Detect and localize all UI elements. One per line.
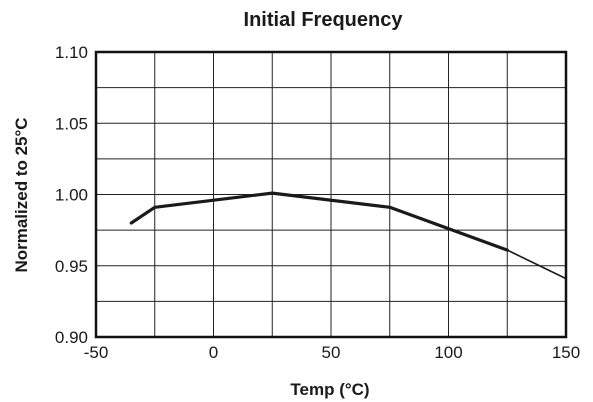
y-tick-label: 0.95 [55,257,88,276]
plot-frame [94,50,568,339]
y-tick-label: 1.00 [55,186,88,205]
y-tick-label: 1.10 [55,43,88,62]
x-tick-label: 0 [209,343,218,362]
series-line-thin [506,249,567,280]
y-tick-labels: 0.90 0.95 1.00 1.05 1.10 [55,43,88,347]
x-tick-label: 50 [322,343,341,362]
grid-lines [96,52,566,337]
x-tick-label: -50 [84,343,109,362]
x-axis-label: Temp (°C) [290,380,369,399]
x-tick-label: 150 [552,343,580,362]
x-tick-labels: -50 0 50 100 150 [84,343,580,362]
plot-series [129,191,567,280]
y-axis-label: Normalized to 25°C [12,117,31,272]
y-tick-label: 0.90 [55,328,88,347]
chart-title: Initial Frequency [244,9,404,31]
x-tick-label: 100 [434,343,462,362]
series-line-thick [129,191,509,252]
y-tick-label: 1.05 [55,114,88,133]
